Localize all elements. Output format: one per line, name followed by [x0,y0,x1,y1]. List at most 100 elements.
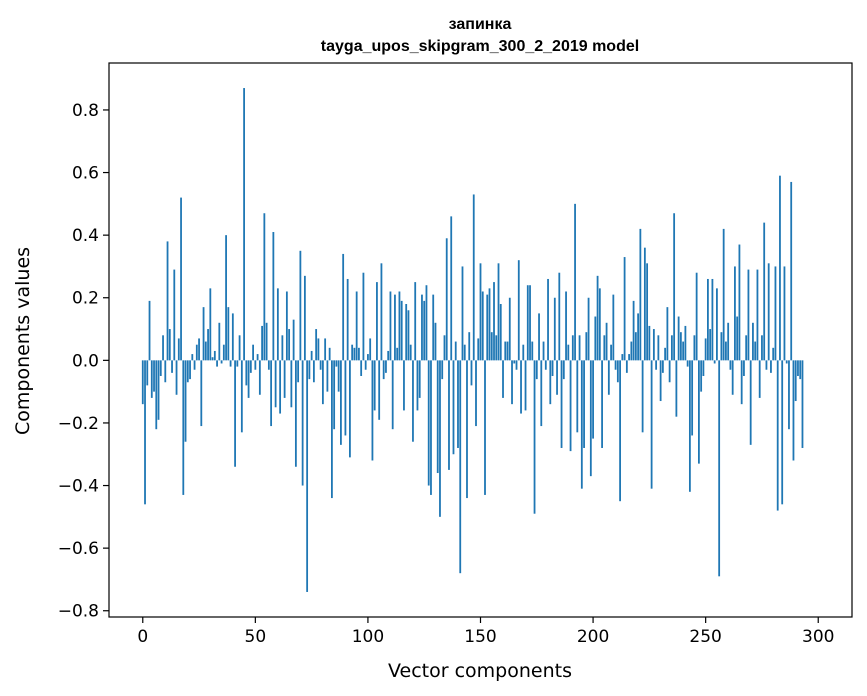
bar [418,360,421,398]
bar [213,350,216,361]
bar [767,263,770,361]
bar [270,360,273,427]
bar [607,360,610,395]
bar [623,257,626,361]
bar [745,335,748,361]
bar [576,360,579,433]
bar [560,360,563,448]
bar [198,338,200,361]
bar [454,341,457,361]
bar [675,360,678,417]
bar [245,360,248,386]
bar [488,288,491,361]
bar [747,269,750,361]
y-axis: −0.8 −0.6 −0.4 −0.2 0.0 0.2 0.4 0.6 0.8 [58,101,109,622]
bar [380,263,383,361]
bar [186,360,189,383]
bar [657,335,660,361]
bar [376,282,378,361]
bar [256,354,259,361]
bar [258,360,261,395]
bar [166,241,169,361]
bar [634,332,637,361]
bar [693,335,696,361]
bar [146,360,149,386]
bar [801,360,804,448]
bar [578,335,581,361]
bar [529,285,531,361]
bar [752,322,754,361]
bar [632,300,635,361]
bar [643,247,646,361]
bar [589,360,592,477]
bar [463,344,466,361]
bar [407,310,410,361]
bar [515,360,518,370]
bar [177,338,180,361]
bar [524,360,527,411]
y-tick-label: −0.6 [58,539,99,559]
bar [331,360,333,499]
bar [416,360,419,411]
bar [497,263,500,361]
bar [770,360,772,373]
bar [580,360,583,489]
bar [526,285,529,361]
bar [436,360,439,474]
bar [688,360,691,492]
bar [522,344,525,361]
bar [396,347,399,361]
bar [274,360,277,408]
bar [432,294,435,361]
bar [472,194,475,361]
bar [776,360,779,511]
bar [700,360,703,392]
bar [652,329,655,361]
bar [790,181,793,361]
bar [481,291,484,361]
bar [301,360,304,486]
bar [378,360,381,420]
bar [574,203,576,361]
bar [211,357,214,361]
bar [670,335,673,361]
bar [531,341,534,361]
y-tick-label: 0.2 [72,289,99,309]
bar [709,329,712,361]
y-tick-label: 0.6 [72,164,99,184]
bar [468,332,471,361]
bar [171,360,173,373]
x-axis: 0 50 100 150 200 250 300 [137,617,834,647]
bar [299,250,302,361]
bar [303,275,306,361]
bar [168,329,171,361]
bar [758,360,761,398]
bar [144,360,146,505]
bar [540,360,543,427]
bar [556,360,558,395]
bar [360,360,363,376]
bar [405,304,408,361]
bar [238,335,241,361]
bar [184,360,187,442]
bar [382,360,385,380]
bar [761,335,763,361]
bar [148,300,151,361]
x-tick-label: 100 [352,627,384,647]
bar [317,338,320,361]
bar [641,360,644,433]
bar [779,175,781,361]
bar [743,360,745,376]
bar [209,288,212,361]
bar [493,282,495,361]
bar [389,291,392,361]
bar [189,360,191,380]
bar [783,266,786,361]
bar [466,360,468,499]
bar [477,338,480,361]
bar [202,307,205,361]
bar [571,335,574,361]
bar [227,307,230,361]
bar [565,291,567,361]
bar [225,235,227,361]
